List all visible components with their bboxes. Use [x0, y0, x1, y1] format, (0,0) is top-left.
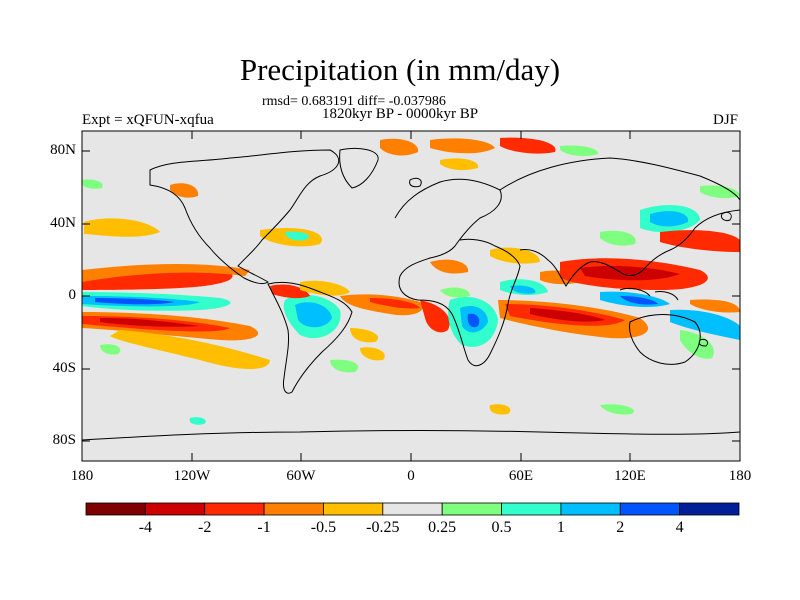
colorbar-label: 1 — [556, 519, 565, 536]
colorbar-label: 2 — [616, 519, 625, 536]
period-label: 1820kyr BP - 0000kyr BP — [322, 106, 479, 122]
arctic-orange — [380, 138, 419, 156]
colorbar-swatch — [679, 502, 740, 516]
lon-tick-label: 120E — [614, 468, 646, 484]
colorbar-label: 0.5 — [491, 519, 512, 536]
colorbar-label: -0.25 — [366, 519, 400, 536]
atl-red — [340, 294, 423, 316]
colorbar-label: -4 — [138, 519, 153, 536]
colorbar-label: -0.5 — [310, 519, 337, 536]
coastlines — [82, 147, 740, 441]
colorbar — [85, 502, 740, 516]
lon-tick-label: 60E — [508, 468, 534, 484]
colorbar-swatch — [144, 502, 206, 516]
experiment-label: Expt = xQFUN-xqfua — [82, 112, 214, 128]
anomaly-fields — [82, 137, 740, 425]
colorbar-swatch — [263, 502, 324, 516]
lat-tick-label: 40N — [50, 215, 76, 231]
axis-ticks — [82, 131, 740, 461]
lat-tick-label: 80S — [52, 432, 76, 448]
colorbar-swatch — [204, 502, 265, 516]
colorbar-swatch — [619, 502, 681, 516]
lon-tick-label: 180 — [728, 468, 752, 484]
lon-tick-label: 0 — [407, 468, 415, 484]
lon-tick-label: 120W — [173, 468, 211, 484]
colorbar-swatch — [560, 502, 621, 516]
colorbar-label: -2 — [198, 519, 212, 536]
colorbar-swatch — [501, 502, 562, 516]
colorbar-swatch — [85, 502, 146, 516]
colorbar-swatch — [323, 502, 384, 516]
colorbar-swatch — [382, 502, 443, 516]
chart-title: Precipitation (in mm/day) — [239, 52, 561, 87]
lat-tick-label: 40S — [52, 360, 76, 376]
colorbar-swatch — [441, 502, 502, 516]
colorbar-label: 0.25 — [428, 519, 457, 536]
season-label: DJF — [712, 112, 738, 128]
lat-tick-label: 80N — [50, 142, 76, 158]
colorbar-label: -1 — [257, 519, 271, 536]
colorbar-label: 4 — [675, 519, 684, 536]
lon-tick-label: 180 — [70, 468, 94, 484]
lon-tick-label: 60W — [286, 468, 316, 484]
lat-tick-label: 0 — [68, 287, 77, 303]
stats-line: rmsd= 0.683191 diff= -0.037986 — [262, 94, 446, 109]
